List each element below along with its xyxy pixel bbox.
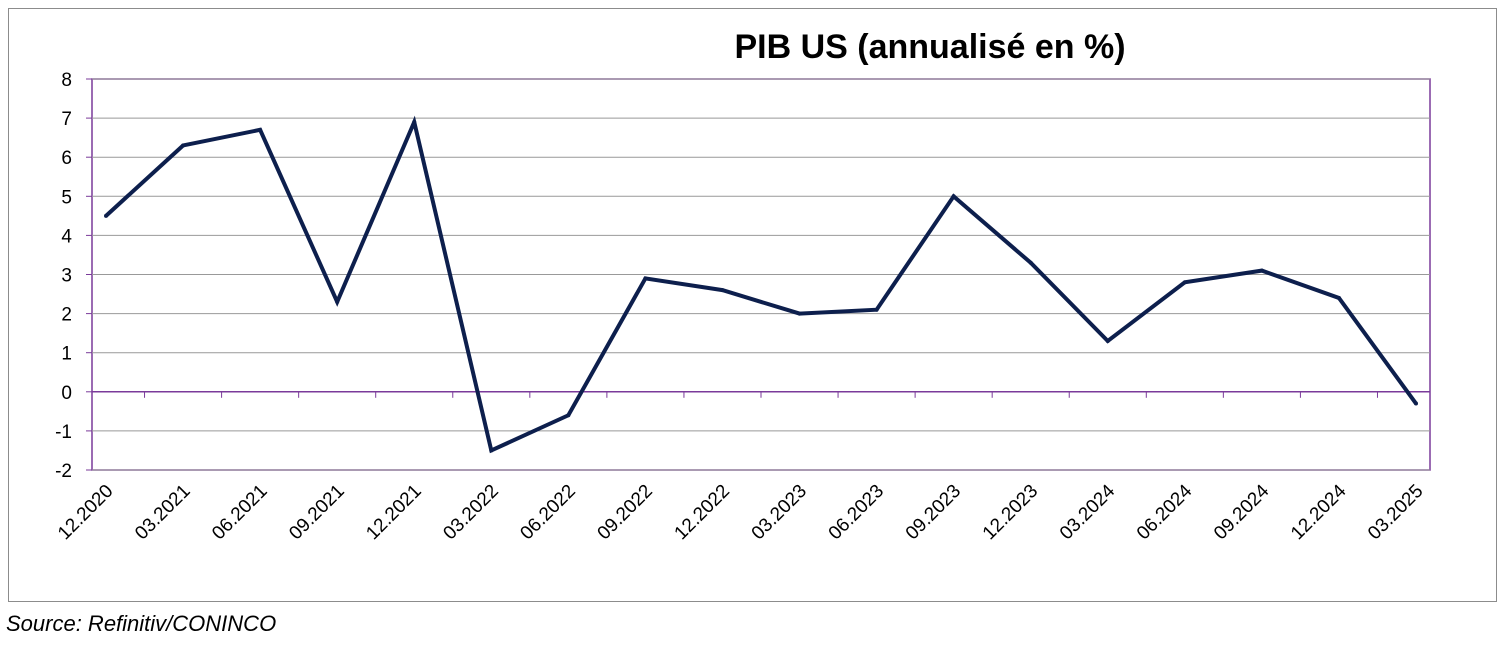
x-tick-label: 06.2021	[208, 481, 271, 544]
chart-title: PIB US (annualisé en %)	[734, 28, 1125, 66]
x-tick-label: 03.2022	[439, 481, 502, 544]
data-point	[874, 307, 879, 312]
data-point	[1182, 280, 1187, 285]
x-tick-label: 09.2023	[902, 481, 965, 544]
data-point	[797, 311, 802, 316]
x-tick-label: 12.2020	[54, 481, 117, 544]
data-point	[104, 213, 108, 218]
grid-lines	[86, 78, 1430, 471]
y-tick-label: 2	[61, 305, 72, 326]
x-tick-label: 03.2024	[1056, 480, 1120, 544]
x-axis-ticks: 12.2020 03.2021 06.2021 09.2021 12.2021 03.20…	[54, 391, 1428, 544]
data-point	[1028, 260, 1033, 265]
y-tick-label: 6	[61, 148, 72, 169]
data-point	[335, 299, 340, 304]
x-tick-label: 12.2023	[979, 481, 1042, 544]
x-tick-label: 12.2022	[671, 481, 734, 544]
x-tick-label: 03.2025	[1364, 481, 1427, 544]
data-point	[1336, 295, 1341, 300]
y-tick-label: 3	[61, 266, 72, 287]
series-layer	[104, 115, 1418, 454]
x-tick-label: 06.2022	[516, 481, 579, 544]
data-point	[720, 288, 725, 293]
data-point	[1414, 401, 1418, 406]
x-tick-label: 09.2024	[1210, 480, 1274, 544]
data-point	[566, 413, 571, 418]
data-point	[258, 127, 263, 132]
chart-svg: PIB US (annualisé en %) 8 7 6 5 4 3 2 1 0 -1 -2 12…	[54, 28, 1431, 544]
y-axis-ticks: 8 7 6 5 4 3 2 1 0 -1 -2	[55, 70, 72, 482]
data-point	[412, 120, 417, 125]
y-tick-label: 1	[61, 344, 72, 365]
x-tick-label: 03.2021	[131, 481, 194, 544]
y-tick-label: -2	[55, 461, 72, 482]
data-point	[1259, 268, 1264, 273]
x-tick-label: 09.2022	[594, 481, 657, 544]
data-point	[1105, 338, 1110, 343]
x-tick-label: 12.2021	[362, 481, 425, 544]
y-tick-label: 5	[61, 187, 72, 208]
chart-frame	[8, 8, 1497, 602]
data-point	[643, 276, 648, 281]
y-tick-label: 7	[61, 109, 72, 130]
y-tick-label: 0	[61, 383, 72, 404]
y-tick-label: 8	[61, 70, 72, 91]
x-tick-label: 06.2023	[825, 481, 888, 544]
data-point	[951, 194, 956, 199]
x-tick-label: 12.2024	[1287, 480, 1351, 544]
y-tick-label: 4	[61, 226, 72, 247]
data-point	[181, 143, 186, 148]
x-tick-label: 03.2023	[748, 481, 811, 544]
x-tick-label: 06.2024	[1133, 480, 1197, 544]
x-tick-label: 09.2021	[285, 481, 348, 544]
source-note: Source: Refinitiv/CONINCO	[6, 611, 277, 636]
data-point	[489, 448, 494, 453]
y-tick-label: -1	[55, 422, 72, 443]
series-line	[104, 115, 1418, 454]
